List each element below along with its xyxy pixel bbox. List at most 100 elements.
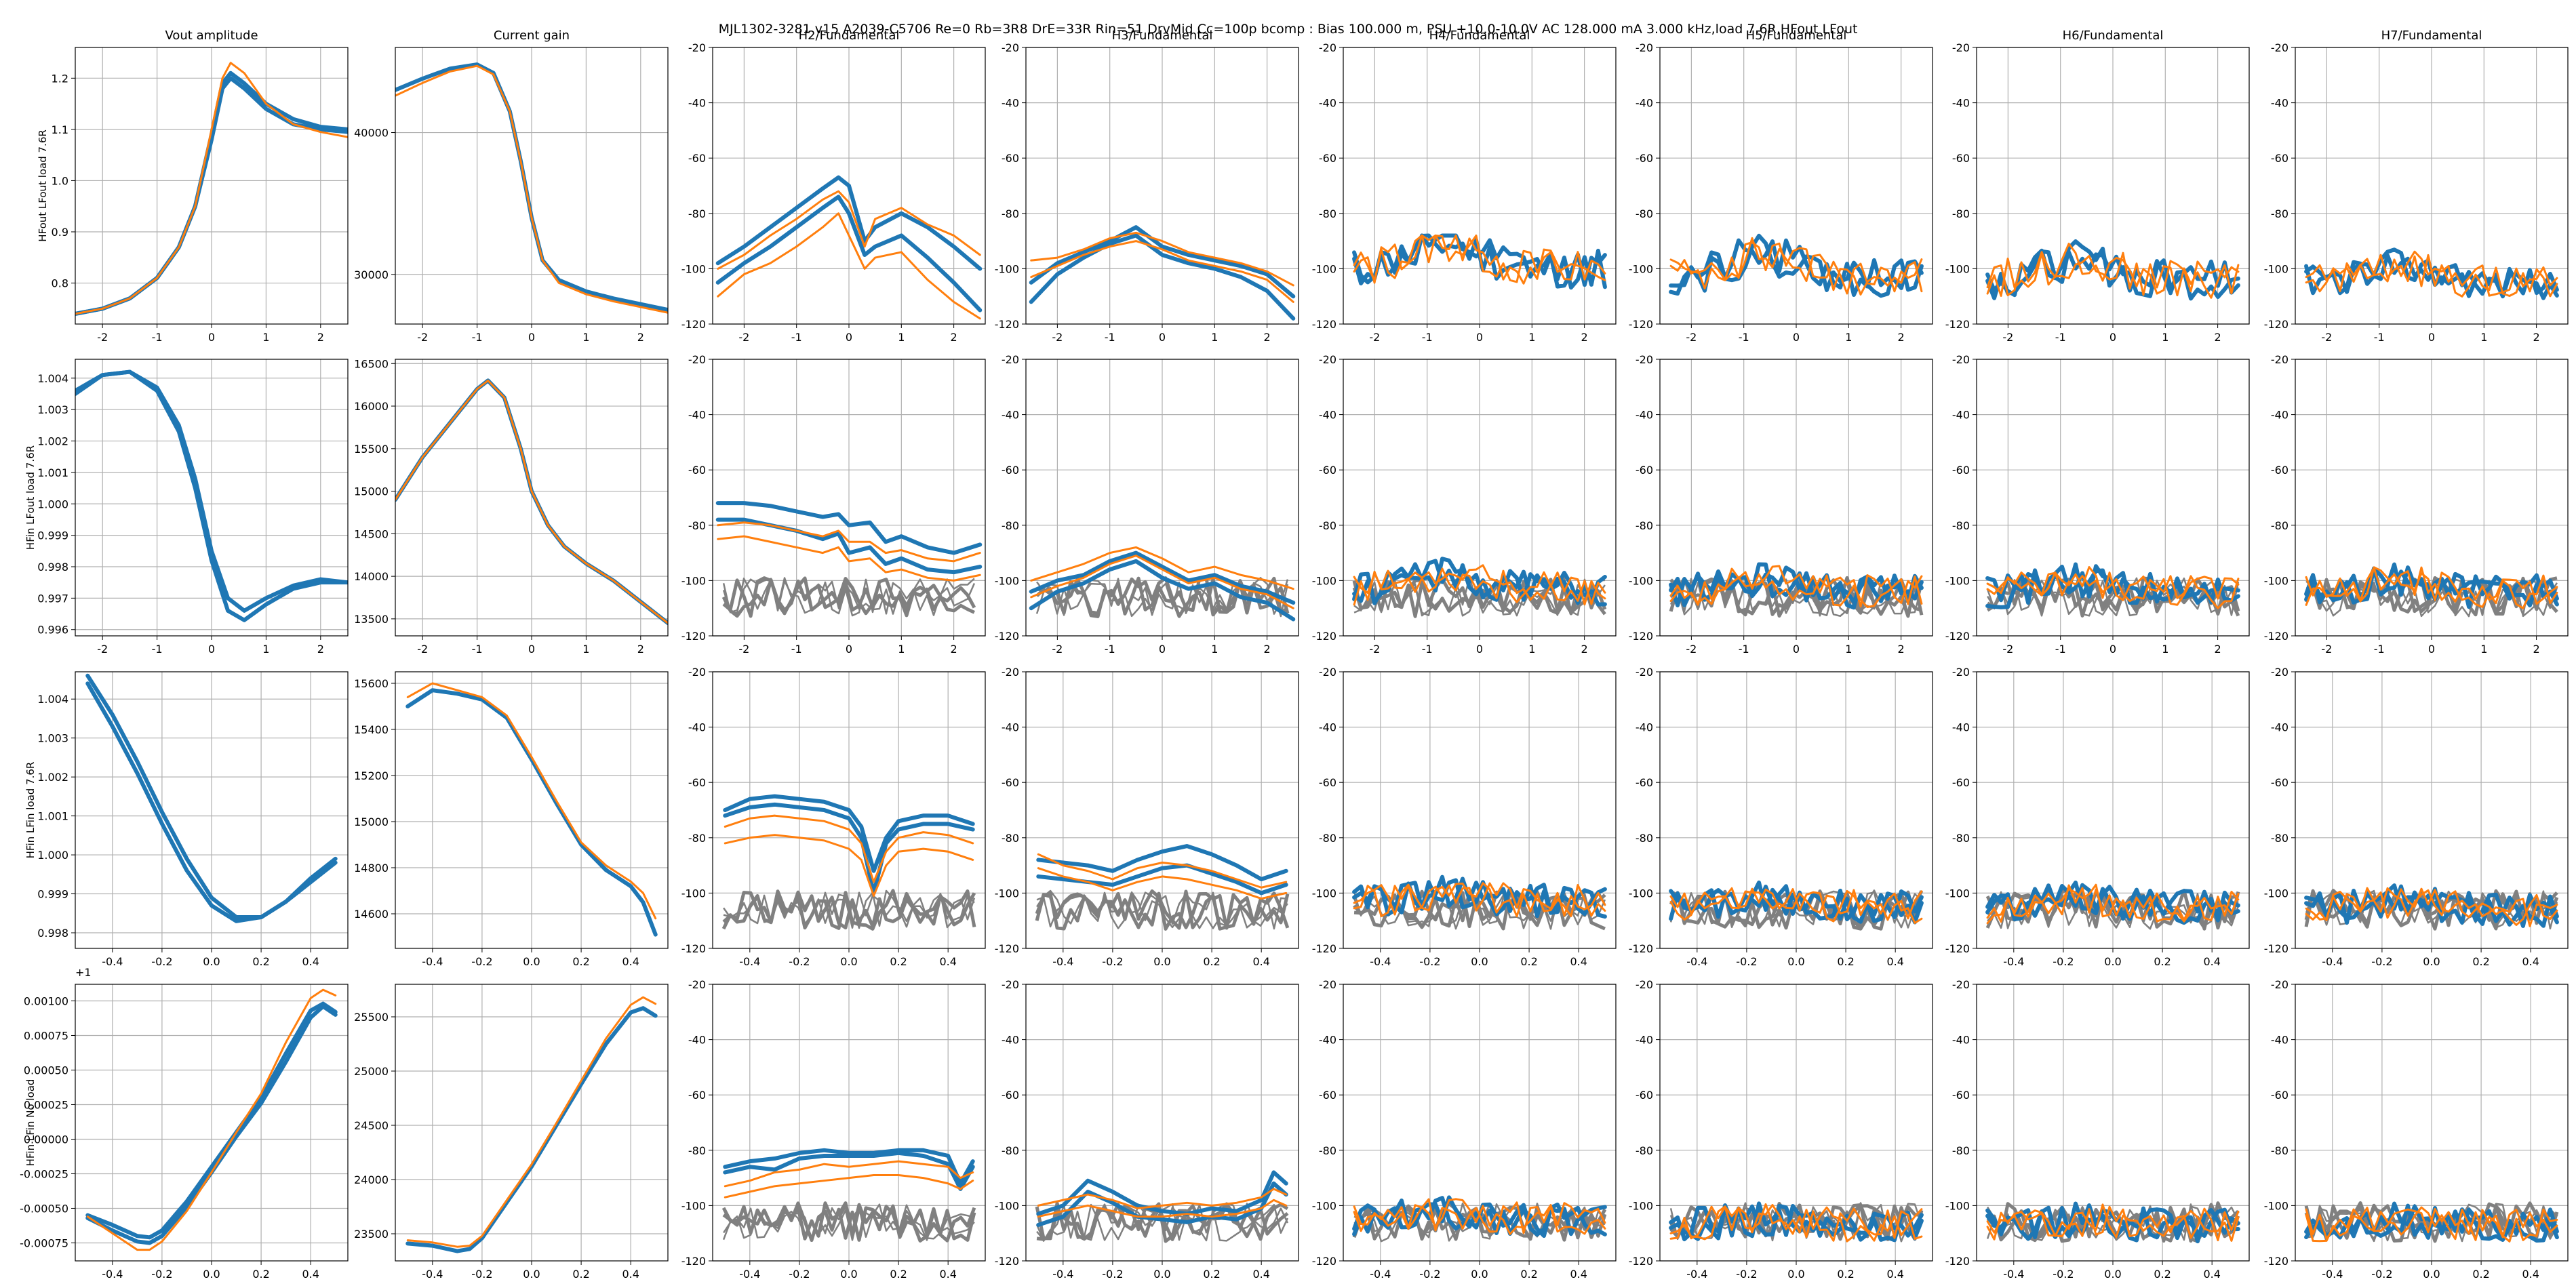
- plot-area: [75, 62, 348, 316]
- x-tick-label: -0.4: [102, 955, 123, 968]
- y-tick-label: -60: [2271, 1089, 2288, 1102]
- y-tick-label: 13500: [354, 613, 389, 626]
- x-tick-label: 0.4: [2203, 1268, 2220, 1281]
- plot-area: [715, 175, 983, 320]
- x-tick-label: 0: [1476, 331, 1483, 344]
- subplot-r1-c7: -2 -1 0 1 2 -20 -40 -60 -80 -100 -120: [2264, 353, 2569, 656]
- x-tick-label: 0.2: [2472, 1268, 2489, 1281]
- y-tick-label: -40: [688, 409, 706, 422]
- y-tick-label: -80: [1002, 832, 1019, 845]
- x-tick-label: 2: [637, 643, 644, 656]
- y-tick-label: -100: [1312, 1199, 1336, 1212]
- x-tick-label: 0.2: [1520, 955, 1537, 968]
- y-tick-label: -80: [1319, 519, 1336, 532]
- y-tick-label: -120: [2264, 942, 2288, 955]
- axes-frame: [2295, 671, 2569, 949]
- y-tick-label: -100: [1312, 262, 1336, 275]
- x-tick-label: 0.4: [939, 1268, 956, 1281]
- series-line-orange: [1986, 571, 2240, 609]
- x-tick-label: 2: [1581, 331, 1588, 344]
- y-tick-label: -40: [2271, 97, 2288, 110]
- series-line-blue: [85, 681, 338, 923]
- series-line-orange: [1030, 555, 1294, 609]
- y-tick-label: -60: [1952, 776, 1970, 789]
- x-tick-label: -0.2: [1419, 1268, 1440, 1281]
- y-tick-label: -120: [1312, 318, 1336, 331]
- y-tick-label: -40: [1636, 1034, 1653, 1047]
- y-tick-label: -100: [2264, 887, 2288, 900]
- y-tick-label: 1.004: [37, 372, 68, 385]
- plot-area: [715, 501, 983, 618]
- y-tick-label: -60: [688, 776, 706, 789]
- y-tick-label: -20: [1319, 978, 1336, 991]
- x-tick-label: -0.2: [151, 955, 172, 968]
- series-line-blue: [75, 369, 348, 622]
- x-tick-label: 2: [2215, 643, 2221, 656]
- subplot-title: Current gain: [494, 28, 570, 43]
- series-line-orange: [1353, 234, 1606, 283]
- y-tick-label: -20: [1636, 353, 1653, 366]
- series-line-blue: [1669, 1203, 1924, 1243]
- series-line-orange: [724, 834, 974, 897]
- series-line-blue: [405, 688, 658, 937]
- x-tick-label: 0.4: [622, 955, 639, 968]
- y-tick-label: -80: [688, 519, 706, 532]
- y-tick-label: -80: [688, 207, 706, 220]
- x-tick-label: -2: [2002, 643, 2013, 656]
- y-tick-label: -60: [1636, 464, 1653, 477]
- y-tick-label: -60: [1319, 464, 1336, 477]
- x-tick-label: 2: [2533, 331, 2540, 344]
- x-tick-label: -2: [97, 643, 108, 656]
- plot-area: [1669, 880, 1924, 931]
- y-tick-label: -20: [1002, 666, 1019, 679]
- y-tick-label: -20: [2271, 978, 2288, 991]
- x-tick-label: -0.4: [2003, 955, 2024, 968]
- series-line-orange: [1986, 243, 2240, 297]
- y-tick-label: 15400: [354, 723, 389, 736]
- y-tick-label: -120: [681, 1255, 706, 1268]
- subplot-r0-c4: -2 -1 0 1 2 -20 -40 -60 -80 -100 -120 H4/Fundamenta…: [1312, 28, 1617, 344]
- series-line-orange: [75, 62, 348, 315]
- plot-area: [1669, 562, 1924, 618]
- x-tick-label: 0: [1476, 643, 1483, 656]
- y-tick-label: -80: [1002, 1144, 1019, 1157]
- y-tick-label: -20: [688, 41, 706, 54]
- x-tick-label: 0.2: [1520, 1268, 1537, 1281]
- x-tick-label: -1: [1105, 331, 1115, 344]
- plot-area: [1352, 1195, 1607, 1243]
- y-tick-label: -100: [1945, 262, 1970, 275]
- series-line-orange: [1669, 887, 1923, 925]
- x-tick-label: 1: [1845, 331, 1852, 344]
- plot-area: [85, 673, 338, 923]
- plot-area: [1669, 233, 1924, 298]
- y-tick-label: -20: [1002, 978, 1019, 991]
- y-tick-label: -100: [995, 574, 1019, 587]
- plot-area: [1669, 1201, 1924, 1243]
- axes-frame: [1976, 47, 2250, 325]
- x-tick-label: 0.0: [2423, 1268, 2440, 1281]
- y-tick-label: -0.00050: [20, 1202, 68, 1215]
- y-tick-label: -80: [1952, 207, 1970, 220]
- subplot-r1-c0: -2 -1 0 1 2 0.996 0.997 0.998 0.999 1.000 1.001 1.0…: [24, 359, 349, 656]
- x-tick-label: -1: [791, 643, 802, 656]
- axes-frame: [1976, 671, 2250, 949]
- y-tick-label: 24000: [354, 1173, 389, 1186]
- subplot-title: H7/Fundamental: [2381, 28, 2482, 43]
- x-tick-label: 0: [528, 331, 535, 344]
- series-line-orange: [724, 814, 974, 883]
- series-line-orange: [1669, 237, 1923, 296]
- subplot-r2-c4: -0.4 -0.2 0.0 0.2 0.4 -20 -40 -60 -80 -100 -120: [1312, 666, 1617, 968]
- x-tick-label: 0.2: [2154, 1268, 2171, 1281]
- y-tick-label: 0.00000: [24, 1133, 68, 1146]
- y-tick-label: -100: [1629, 887, 1653, 900]
- y-tick-label: 1.002: [37, 435, 68, 448]
- series-line-orange: [2305, 887, 2558, 927]
- y-tick-label: -40: [688, 721, 706, 734]
- y-tick-label: -40: [1636, 97, 1653, 110]
- y-tick-label: -100: [1629, 574, 1653, 587]
- x-tick-label: -1: [2055, 331, 2066, 344]
- x-tick-label: 0.4: [1886, 955, 1903, 968]
- x-tick-label: 2: [951, 643, 957, 656]
- y-tick-label: 15000: [354, 485, 389, 498]
- y-tick-label: -100: [1945, 1199, 1970, 1212]
